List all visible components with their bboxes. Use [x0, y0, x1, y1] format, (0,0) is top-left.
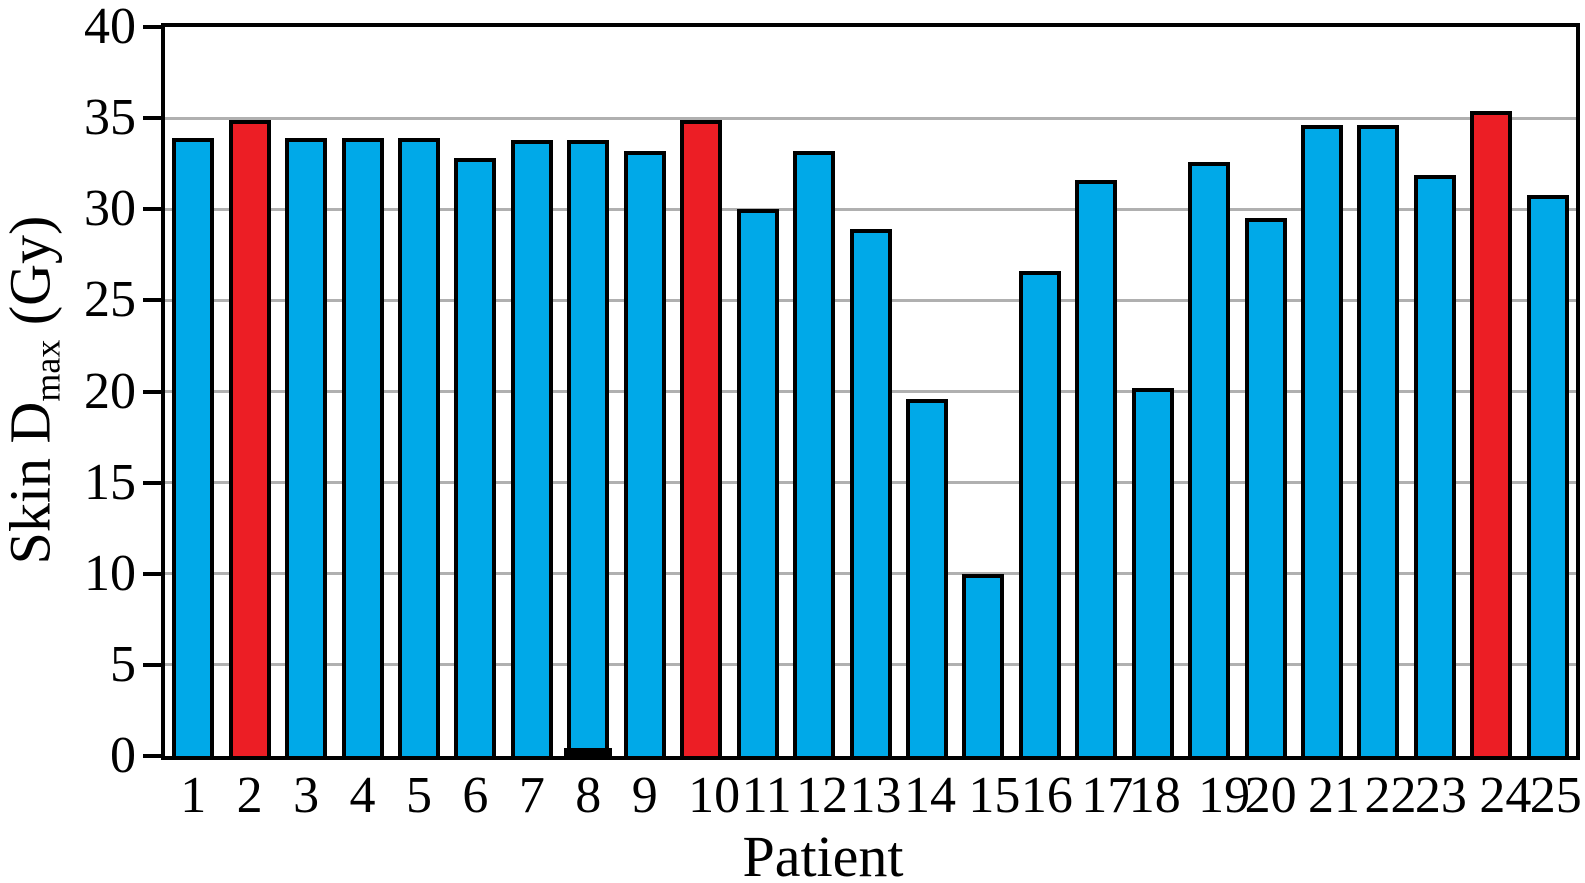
bar-patient-16: [1018, 271, 1061, 756]
y-tick-35: [143, 116, 161, 121]
x-tick-label-9: 9: [631, 767, 658, 824]
plot-area: [161, 23, 1580, 760]
bar-patient-14: [905, 398, 948, 756]
x-tick-label-19: 19: [1198, 767, 1251, 824]
bar-patient-2: [228, 119, 271, 756]
y-tick-label-30: 30: [84, 180, 136, 238]
y-tick-label-5: 5: [110, 635, 136, 693]
x-tick-label-15: 15: [968, 767, 1021, 824]
x-tick-label-13: 13: [849, 767, 902, 824]
bar-patient-19: [1188, 161, 1231, 756]
x-tick-label-12: 12: [796, 767, 849, 824]
bar-patient-8: [567, 140, 610, 756]
x-tick-label-11: 11: [741, 767, 792, 824]
y-tick-15: [143, 480, 161, 485]
gridline-35: [165, 116, 1576, 120]
bar-patient-20: [1244, 218, 1287, 756]
bar-patient-13: [849, 229, 892, 756]
bar-patient-22: [1357, 125, 1400, 756]
y-tick-30: [143, 207, 161, 212]
x-tick-label-1: 1: [180, 767, 207, 824]
bar-patient-9: [623, 150, 666, 756]
bar-patient-18: [1131, 387, 1174, 756]
bar-patient-17: [1075, 180, 1118, 756]
x-tick-label-5: 5: [405, 767, 432, 824]
bar-patient-11: [736, 209, 779, 756]
overlay-bar-patient-8: [564, 748, 613, 756]
x-tick-label-3: 3: [293, 767, 320, 824]
y-tick-5: [143, 662, 161, 667]
x-tick-label-8: 8: [575, 767, 602, 824]
y-tick-label-25: 25: [84, 271, 136, 329]
bar-patient-15: [962, 573, 1005, 756]
x-tick-label-22: 22: [1364, 767, 1417, 824]
bar-patient-10: [680, 119, 723, 756]
y-tick-label-15: 15: [84, 453, 136, 511]
y-tick-0: [143, 754, 161, 758]
y-tick-label-0: 0: [110, 727, 136, 784]
bar-patient-3: [285, 138, 328, 756]
x-tick-label-20: 20: [1244, 767, 1297, 824]
x-tick-label-6: 6: [462, 767, 489, 824]
bar-patient-6: [454, 158, 497, 756]
bar-patient-12: [793, 150, 836, 756]
y-tick-label-10: 10: [84, 544, 136, 602]
y-tick-label-20: 20: [84, 362, 136, 420]
x-tick-label-10: 10: [688, 767, 741, 824]
y-tick-10: [143, 571, 161, 576]
bar-patient-23: [1413, 174, 1456, 756]
bar-patient-1: [172, 138, 215, 756]
bar-patient-7: [510, 140, 553, 756]
x-tick-label-16: 16: [1020, 767, 1073, 824]
x-tick-label-4: 4: [349, 767, 376, 824]
bar-patient-21: [1301, 125, 1344, 756]
x-axis-title: Patient: [742, 824, 904, 883]
bar-patient-5: [397, 138, 440, 756]
x-tick-label-2: 2: [236, 767, 263, 824]
gridline-30: [165, 207, 1576, 211]
y-tick-label-40: 40: [84, 0, 136, 55]
y-tick-40: [143, 25, 161, 29]
x-tick-label-14: 14: [903, 767, 956, 824]
x-tick-label-21: 21: [1308, 767, 1361, 824]
x-tick-label-24: 24: [1479, 767, 1532, 824]
y-tick-20: [143, 389, 161, 394]
x-tick-label-25: 25: [1529, 767, 1582, 824]
y-tick-label-35: 35: [84, 89, 136, 147]
bar-patient-4: [341, 138, 384, 756]
bar-patient-24: [1470, 110, 1513, 756]
x-tick-label-17: 17: [1081, 767, 1134, 824]
x-tick-label-7: 7: [518, 767, 545, 824]
bar-patient-25: [1526, 194, 1569, 756]
y-tick-25: [143, 298, 161, 303]
x-tick-label-18: 18: [1128, 767, 1181, 824]
x-tick-label-23: 23: [1414, 767, 1467, 824]
